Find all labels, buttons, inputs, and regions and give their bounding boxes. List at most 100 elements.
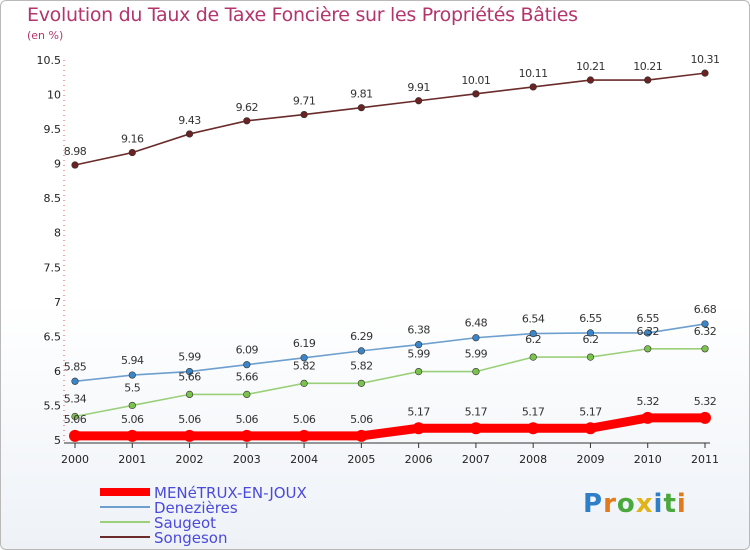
x-tick-label: 2003 [233,453,261,466]
legend-label: Denezières [154,499,238,517]
x-tick-label: 2010 [634,453,662,466]
data-point [128,371,136,379]
x-tick-label: 2007 [462,453,490,466]
data-point [472,368,480,376]
data-label: 5.17 [465,405,488,418]
data-label: 5.99 [178,351,201,364]
x-tick-label: 2004 [290,453,318,466]
logo-letter: x [635,489,654,519]
series-men-trux-en-joux: 5.06 5.06 5.06 5.06 5.06 5.06 5.17 5.17 5.17 5.17… [64,395,717,442]
chart-title: Evolution du Taux de Taxe Foncière sur l… [27,4,578,26]
data-label: 5.06 [121,413,144,426]
data-label: 5.99 [407,348,430,361]
data-label: 5.06 [64,413,87,426]
series-layer: 8.98 9.16 9.43 9.62 9.71 9.81 9.91 10.01 10.11 10… [64,53,720,442]
x-tick-label: 2009 [576,453,604,466]
data-label: 5.17 [522,405,545,418]
data-label: 5.32 [694,395,717,408]
y-tick-label: 8.5 [44,192,62,205]
data-label: 5.06 [236,413,259,426]
logo-letter: i [653,489,664,519]
data-label: 5.32 [636,395,659,408]
data-point [412,422,425,435]
legend-label: Saugeot [154,514,216,532]
data-label: 9.71 [293,95,316,108]
data-label: 6.55 [636,312,659,325]
data-point [641,411,654,424]
data-label: 5.66 [178,370,201,383]
data-point [701,320,709,328]
data-point [469,422,482,435]
data-point [586,353,595,361]
y-tick-label: 6 [54,365,61,378]
data-point [185,390,194,399]
data-label: 5.94 [121,354,144,367]
data-point [128,401,136,410]
y-tick-label: 6.5 [44,330,62,343]
data-point [71,377,79,385]
data-point [472,90,480,98]
data-label: 8.98 [64,145,87,158]
data-point [300,354,308,362]
data-point [529,330,537,338]
data-label: 5.17 [407,405,430,418]
data-label: 6.48 [465,317,488,330]
data-point [644,345,652,353]
data-point [644,76,652,84]
proxiti-logo: Proxiti [583,489,687,519]
series-denezi-res: 5.85 5.94 5.99 6.09 6.19 6.29 6.38 6.48 6.54 6.55… [64,303,717,385]
data-label: 6.68 [694,303,717,316]
logo-letter: P [583,489,604,519]
series-songeson: 8.98 9.16 9.43 9.62 9.71 9.81 9.91 10.01 10.11 10… [64,53,720,169]
data-label: 5.06 [178,413,201,426]
x-tick-label: 2005 [347,453,375,466]
data-point [701,345,709,353]
logo-letter: r [603,489,617,519]
data-point [126,429,139,442]
legend: MENéTRUX-EN-JOUXDenezièresSaugeotSongeso… [100,484,307,547]
data-point [243,390,251,399]
data-point [300,110,308,119]
data-label: 10.31 [691,53,720,66]
data-label: 6.09 [236,344,259,357]
unit-label: (en %) [27,29,64,42]
data-label: 6.2 [582,333,598,346]
data-point [357,379,365,387]
x-tick-label: 2002 [176,453,204,466]
logo-letter: o [616,489,636,519]
data-point [185,368,194,376]
y-tick-label: 10 [47,89,61,102]
data-label: 9.62 [236,101,259,114]
legend-item: Saugeot [100,514,216,532]
series-line [74,347,705,418]
data-label: 5.85 [64,360,87,373]
data-point [243,117,251,125]
data-label: 5.17 [579,405,602,418]
logo-letter: t [663,489,677,519]
series-saugeot: 5.34 5.5 5.66 5.66 5.82 5.82 5.99 5.99 6.2 6.2 6.3… [64,325,717,421]
data-label: 6.32 [636,325,659,338]
data-label: 6.19 [293,337,316,350]
y-tick-label: 5 [54,434,61,447]
data-point [185,130,194,138]
data-point [415,97,423,105]
data-label: 5.06 [293,413,316,426]
y-tick-label: 7 [54,296,61,309]
logo-letter: i [676,489,687,519]
data-label: 10.01 [461,74,490,87]
data-point [357,104,365,112]
legend-item: Songeson [100,529,227,547]
x-tick-label: 2000 [61,453,89,466]
y-tick-label: 9 [54,158,61,171]
series-line [74,72,706,166]
legend-item: MENéTRUX-EN-JOUX [100,484,307,502]
x-tick-label: 2001 [118,453,146,466]
data-point [128,148,136,157]
data-label: 9.91 [407,81,430,94]
data-point [586,76,595,84]
data-point [69,429,81,442]
data-label: 6.2 [525,333,541,346]
data-label: 6.55 [579,312,602,325]
data-point [586,329,595,337]
